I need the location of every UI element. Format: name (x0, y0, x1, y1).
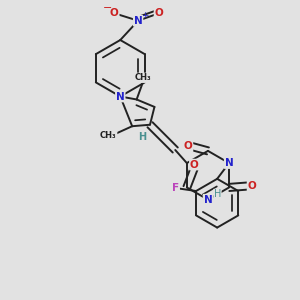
Text: O: O (190, 160, 199, 170)
Text: −: − (103, 3, 112, 13)
Text: O: O (110, 8, 119, 18)
Text: CH₃: CH₃ (100, 130, 117, 140)
Text: +: + (141, 11, 148, 20)
Text: N: N (225, 158, 233, 168)
Text: N: N (116, 92, 125, 101)
Text: H: H (139, 132, 147, 142)
Text: H: H (214, 189, 221, 199)
Text: N: N (134, 16, 142, 26)
Text: O: O (154, 8, 163, 18)
Text: O: O (248, 181, 256, 191)
Text: N: N (204, 195, 212, 205)
Text: CH₃: CH₃ (134, 73, 151, 82)
Text: O: O (184, 141, 192, 152)
Text: F: F (172, 183, 179, 193)
